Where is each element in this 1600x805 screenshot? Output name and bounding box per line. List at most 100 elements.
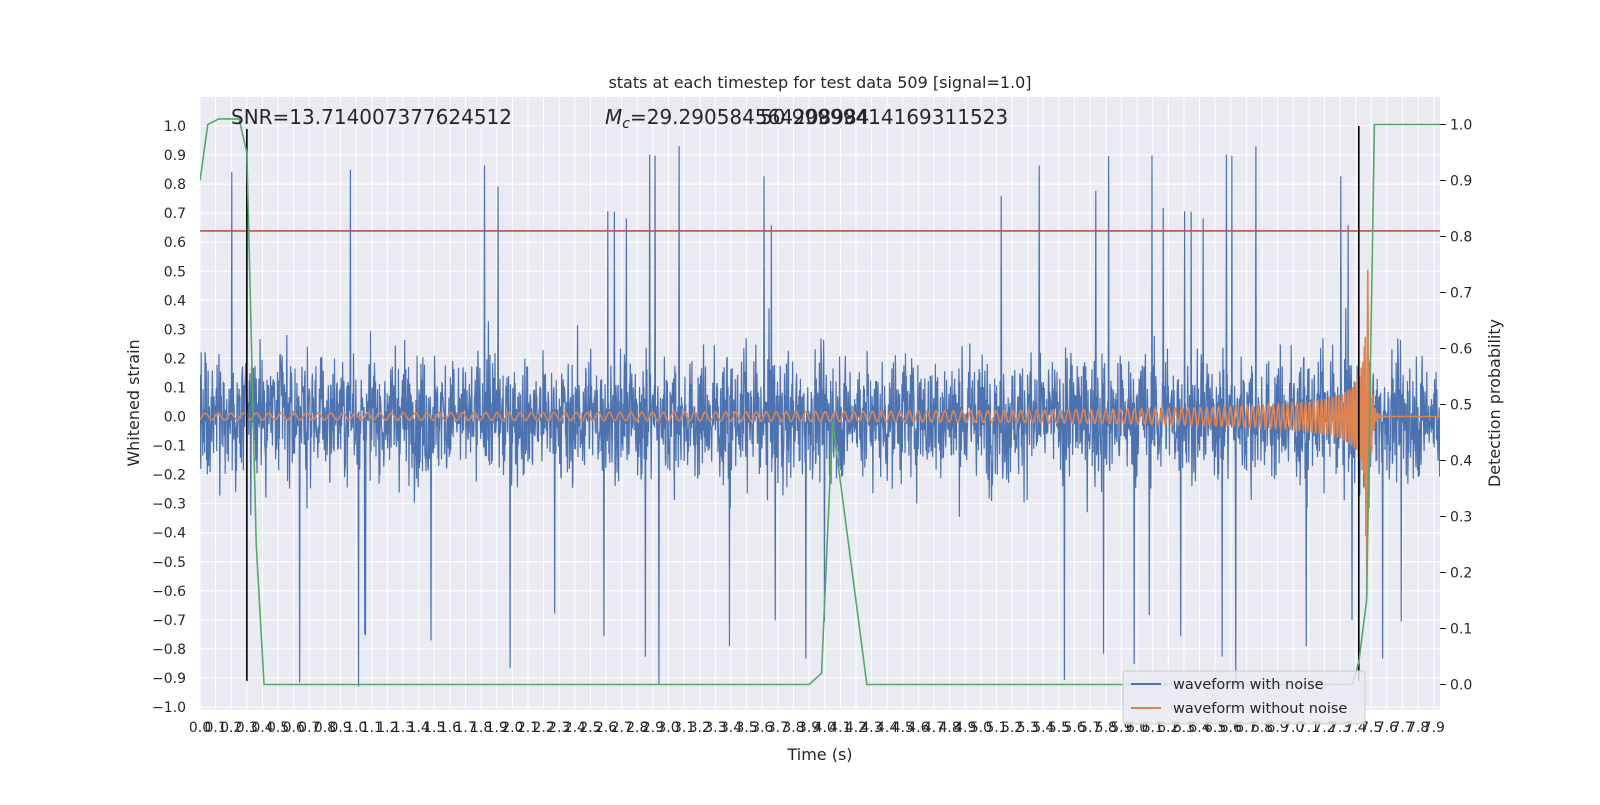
x-axis-label: Time (s)	[786, 745, 852, 764]
right-y-tick-label: 1.0	[1450, 118, 1472, 134]
x-tick-label: 1.2	[376, 720, 398, 736]
right-y-tick-label: 0.6	[1450, 342, 1472, 358]
y-tick-label: −0.6	[152, 584, 186, 600]
y-tick-label: 0.6	[164, 235, 186, 251]
x-tick-label: 2.8	[626, 720, 648, 736]
y-tick-label: 0.4	[164, 293, 186, 309]
clean-waveform-line	[200, 269, 1440, 597]
x-tick-label: 3.7	[767, 720, 789, 736]
x-tick-label: 1.7	[454, 720, 476, 736]
chirp-mass-annotation: Mc=29.290584564208984	[605, 105, 869, 132]
noisy-waveform-line	[200, 146, 1440, 687]
x-tick-label: 1.4	[408, 720, 430, 736]
snr-annotation: SNR=13.714007377624512	[231, 105, 512, 129]
x-tick-label: 4.0	[814, 720, 836, 736]
right-y-tick-label: 0.5	[1450, 398, 1472, 414]
x-tick-label: 4.1	[829, 720, 851, 736]
x-tick-label: 3.4	[720, 720, 742, 736]
chirp-mass-subscript: c	[622, 116, 630, 132]
y-tick-label: 0.7	[164, 206, 186, 222]
x-tick-label: 3.5	[735, 720, 757, 736]
legend-label-clean: waveform without noise	[1173, 701, 1347, 717]
x-tick-label: 3.1	[673, 720, 695, 736]
x-tick-label: 5.1	[985, 720, 1007, 736]
x-tick-label: 0.7	[298, 720, 320, 736]
x-tick-label: 2.6	[595, 720, 617, 736]
x-tick-label: 5.2	[1001, 720, 1023, 736]
right-y-tick-label: 0.2	[1450, 566, 1472, 582]
right-y-tick-label: 0.0	[1450, 678, 1472, 694]
x-tick-label: 5.7	[1079, 720, 1101, 736]
y-tick-label: 1.0	[164, 119, 186, 135]
x-tick-label: 7.9	[1423, 720, 1445, 736]
y-tick-label: −0.8	[152, 642, 186, 658]
x-tick-label: 2.4	[564, 720, 586, 736]
x-tick-label: 7.6	[1376, 720, 1398, 736]
y-tick-label: −1.0	[152, 700, 186, 716]
x-tick-label: 3.9	[798, 720, 820, 736]
y-tick-label: −0.9	[152, 671, 186, 687]
right-y-tick-label: 0.4	[1450, 454, 1472, 470]
y-tick-label: −0.4	[152, 526, 186, 542]
x-tick-label: 2.7	[611, 720, 633, 736]
right-y-tick-label: 0.7	[1450, 286, 1472, 302]
y-tick-labels: −1.0 −0.9 −0.8 −0.7 −0.6 −0.5 −0.4 −0.3 −0.2 −0.1…	[152, 119, 186, 716]
x-tick-label: 4.8	[938, 720, 960, 736]
vertical-markers	[246, 126, 1360, 681]
right-y-tick-label: 0.8	[1450, 230, 1472, 246]
x-tick-label: 1.8	[470, 720, 492, 736]
x-tick-label: 2.0	[501, 720, 523, 736]
overlap-annotation: 50.99999414169311523	[760, 105, 1008, 129]
x-tick-label: 1.1	[361, 720, 383, 736]
x-tick-label: 4.7	[923, 720, 945, 736]
right-y-axis-label: Detection probability	[1485, 319, 1504, 487]
x-tick-label: 3.6	[751, 720, 773, 736]
x-tick-label: 1.5	[423, 720, 445, 736]
y-tick-label: 0.0	[164, 410, 186, 426]
detection-probability-line	[200, 118, 1440, 686]
x-tick-label: 4.2	[845, 720, 867, 736]
x-tick-label: 7.5	[1360, 720, 1382, 736]
right-y-tick-label: 0.9	[1450, 174, 1472, 190]
x-tick-label: 2.2	[532, 720, 554, 736]
x-tick-label: 0.3	[236, 720, 258, 736]
y-tick-label: 0.3	[164, 322, 186, 338]
x-tick-label: 0.1	[204, 720, 226, 736]
chirp-mass-symbol: M	[605, 105, 622, 129]
x-tick-label: 4.4	[876, 720, 898, 736]
noisy-waveform-series	[200, 146, 1440, 687]
y-tick-label: 0.1	[164, 380, 186, 396]
right-y-tick-label: 0.3	[1450, 510, 1472, 526]
x-tick-label: 3.0	[657, 720, 679, 736]
x-tick-label: 4.6	[907, 720, 929, 736]
x-tick-label: 1.9	[486, 720, 508, 736]
x-tick-label: 7.8	[1407, 720, 1429, 736]
x-tick-label: 5.8	[1095, 720, 1117, 736]
x-tick-label: 0.6	[283, 720, 305, 736]
x-tick-label: 7.7	[1391, 720, 1413, 736]
detection-probability-series	[200, 118, 1440, 686]
y-tick-label: 0.2	[164, 351, 186, 367]
y-axis-label: Whitened strain	[124, 339, 143, 466]
x-tick-label: 5.4	[1032, 720, 1054, 736]
x-tick-label: 1.6	[439, 720, 461, 736]
x-tick-label: 2.9	[642, 720, 664, 736]
x-tick-label: 3.2	[689, 720, 711, 736]
legend-label-noisy: waveform with noise	[1173, 677, 1324, 693]
y-tick-label: −0.2	[152, 468, 186, 484]
y-tick-label: −0.3	[152, 497, 186, 513]
legend: waveform with noise waveform without noi…	[1122, 670, 1366, 725]
chirp-mass-value: =29.290584564208984	[630, 105, 869, 129]
x-tick-label: 4.5	[892, 720, 914, 736]
x-tick-label: 3.3	[704, 720, 726, 736]
right-y-tick-label: 0.1	[1450, 622, 1472, 638]
y-tick-label: −0.7	[152, 613, 186, 629]
legend-box	[1122, 670, 1366, 725]
x-tick-label: 2.3	[548, 720, 570, 736]
x-tick-label: 5.3	[1017, 720, 1039, 736]
x-tick-label: 2.1	[517, 720, 539, 736]
x-tick-label: 0.2	[220, 720, 242, 736]
right-y-tick-labels: 0.0 0.1 0.2 0.3 0.4 0.5 0.6 0.7 0.8 0.9 1.0	[1440, 118, 1472, 694]
